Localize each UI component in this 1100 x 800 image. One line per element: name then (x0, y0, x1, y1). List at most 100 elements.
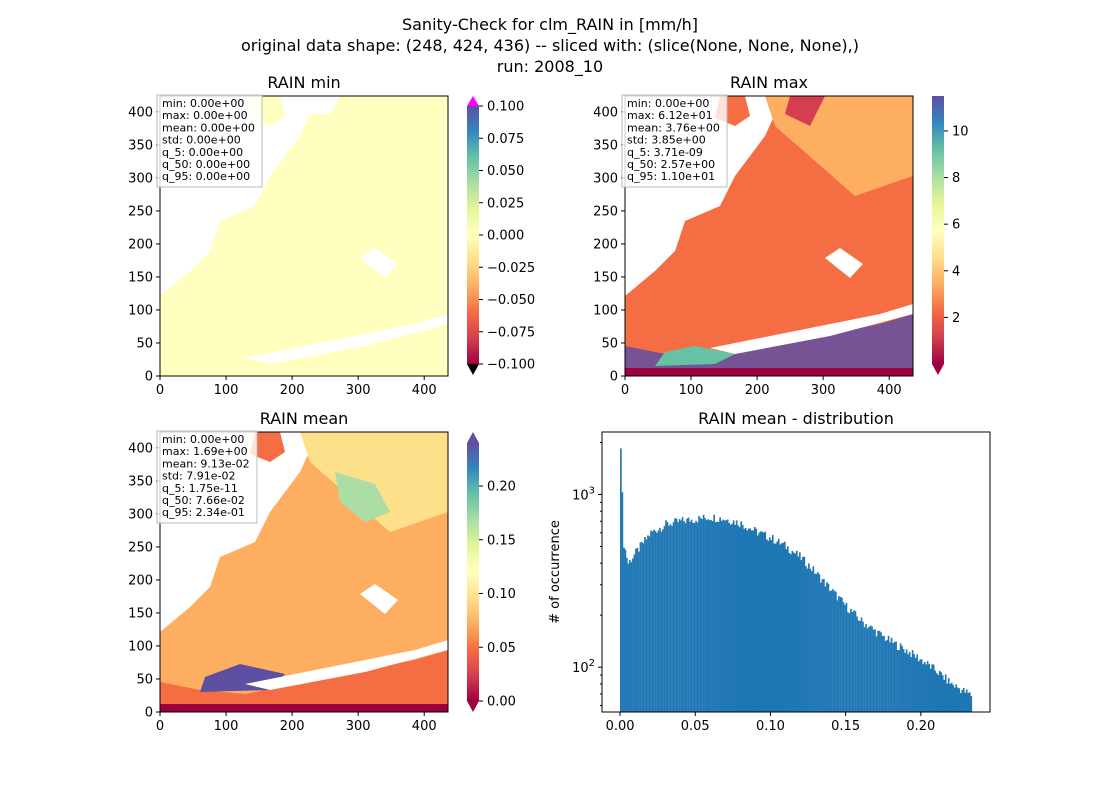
y-tick-label: 200 (128, 237, 153, 252)
histogram-bar (935, 673, 938, 712)
histogram-bar (771, 535, 774, 712)
histogram-bar (917, 661, 920, 712)
histogram-bar (725, 520, 727, 712)
x-tick-label: 400 (877, 383, 902, 398)
y-tick-label: 400 (593, 105, 618, 120)
histogram-bar (669, 524, 672, 712)
histogram-bar (635, 548, 637, 712)
histogram-bar (818, 574, 821, 712)
land-region (335, 472, 390, 522)
histogram-bar (851, 612, 854, 712)
histogram-bar (675, 518, 678, 712)
panel-title-rain-mean: RAIN mean (260, 409, 349, 428)
y-tick-label: 200 (128, 573, 153, 588)
histogram-bar (777, 538, 780, 712)
histogram-bar (931, 664, 934, 712)
histogram-bar (800, 559, 803, 712)
stat-line: max: 6.12e+01 (627, 109, 713, 122)
boundary-band (625, 368, 913, 376)
sea-area (710, 304, 913, 354)
histogram-bar (881, 635, 884, 712)
histogram-bar (650, 530, 652, 712)
histogram-bar (830, 590, 833, 712)
x-tick-label: 0 (156, 383, 164, 398)
panel-title-rain-min: RAIN min (267, 73, 340, 92)
y-tick-label: 250 (128, 540, 153, 555)
y-tick-label: 400 (128, 105, 153, 120)
histogram-bar (796, 550, 798, 712)
histogram-bar (639, 542, 642, 712)
histogram-bar (856, 616, 858, 712)
histogram-bar (761, 531, 764, 712)
histogram-bar (847, 612, 849, 712)
stat-line: q_95: 0.00e+00 (162, 170, 250, 183)
stat-line: q_5: 3.71e-09 (627, 146, 703, 159)
land-region-south (160, 650, 448, 712)
histogram-bar (901, 645, 903, 712)
histogram-bar (662, 529, 664, 712)
histogram-bar (758, 532, 761, 712)
histogram-bar (633, 554, 636, 712)
panel-rain-mean: RAIN mean 0 100 200 300 400 0 50 100 150 200 250 30… (128, 409, 516, 734)
histogram-bar (949, 683, 952, 712)
histogram-bar (817, 572, 819, 712)
histogram-bar (911, 650, 914, 712)
colorbar-tick-label: 0.075 (487, 132, 524, 147)
colorbar-tick-label: 6 (952, 218, 960, 233)
colorbar-tick-label: −0.100 (487, 358, 535, 373)
histogram-bar (802, 556, 804, 712)
histogram-bar (889, 642, 891, 712)
histogram-bar (811, 571, 813, 712)
y-tick-label: 150 (128, 270, 153, 285)
y-tick-label: 150 (593, 270, 618, 285)
histogram-bar (814, 573, 816, 712)
histogram-bar (959, 693, 962, 712)
y-axis-label: # of occurrence (548, 520, 563, 624)
x-tick-label: 400 (412, 383, 437, 398)
y-tick-label: 200 (593, 237, 618, 252)
histogram-bar (803, 556, 806, 712)
stat-line: max: 1.69e+00 (162, 445, 248, 458)
colorbar-tick-label: −0.025 (487, 261, 535, 276)
histogram-bar (744, 527, 747, 712)
histogram-bar (880, 632, 882, 712)
histogram-bar (893, 641, 896, 712)
stat-line: mean: 3.76e+00 (627, 121, 720, 134)
histogram-bar (863, 627, 866, 712)
histogram-bar (648, 536, 651, 712)
x-tick-label: 300 (346, 719, 371, 734)
histogram-bar (687, 517, 690, 712)
histogram-bar (702, 514, 705, 712)
colorbar-tick-label: −0.050 (487, 293, 535, 308)
stat-line: mean: 0.00e+00 (162, 121, 255, 134)
histogram-bar (698, 515, 700, 712)
histogram-bar (756, 535, 759, 712)
y-tick-label: 250 (593, 204, 618, 219)
histogram-bar (689, 521, 691, 712)
histogram-bar (839, 596, 842, 712)
histogram-bar (770, 540, 773, 712)
histogram-bar (752, 530, 755, 712)
stats-box-frame (156, 94, 263, 188)
histogram-bar (668, 525, 670, 712)
histogram-bar (731, 523, 733, 712)
histogram-bar (659, 527, 661, 712)
histogram-bar (829, 591, 831, 712)
histogram-bar (750, 530, 753, 712)
histogram-bar (910, 657, 912, 712)
histogram-bar (823, 578, 825, 712)
colorbar-extend-min (932, 364, 944, 375)
sea-area (360, 584, 398, 614)
y-tick-label: 350 (128, 138, 153, 153)
histogram-bar (789, 554, 792, 712)
histogram-bar (932, 664, 935, 712)
stat-line: q_50: 2.57e+00 (627, 158, 715, 171)
histogram-bar (824, 586, 827, 712)
histogram-bar (677, 522, 679, 712)
colorbar-tick-label: 2 (952, 311, 960, 326)
histogram-bar (728, 522, 730, 712)
y-tick-label: 350 (128, 474, 153, 489)
colorbar-tick-label: 0.15 (487, 533, 516, 548)
